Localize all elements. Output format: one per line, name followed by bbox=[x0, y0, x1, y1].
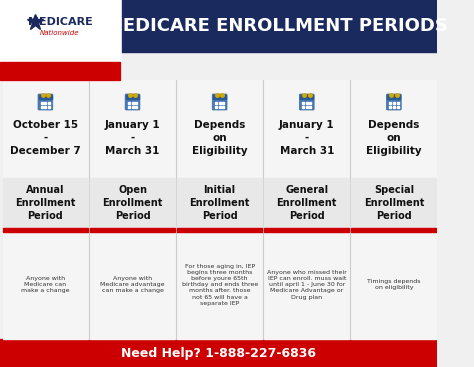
Text: Initial
Enrollment
Period: Initial Enrollment Period bbox=[190, 185, 250, 221]
Bar bbox=[3, 178, 88, 228]
FancyBboxPatch shape bbox=[38, 94, 53, 110]
Bar bbox=[39, 95, 52, 99]
Bar bbox=[0, 62, 120, 80]
Bar bbox=[177, 80, 262, 339]
Text: Nationwide: Nationwide bbox=[40, 30, 80, 36]
Text: MEDICARE ENROLLMENT PERIODS: MEDICARE ENROLLMENT PERIODS bbox=[105, 17, 448, 35]
Text: Need Help? 1-888-227-6836: Need Help? 1-888-227-6836 bbox=[121, 346, 316, 360]
Text: Special
Enrollment
Period: Special Enrollment Period bbox=[364, 185, 424, 221]
Bar bbox=[351, 80, 437, 339]
Bar bbox=[264, 228, 349, 232]
Bar bbox=[264, 178, 349, 228]
Text: General
Enrollment
Period: General Enrollment Period bbox=[276, 185, 337, 221]
Bar bbox=[90, 228, 175, 232]
Bar bbox=[301, 95, 313, 99]
Text: Anyone with
Medicare can
make a change: Anyone with Medicare can make a change bbox=[21, 276, 70, 293]
Bar bbox=[0, 0, 438, 52]
Bar bbox=[177, 178, 262, 228]
Text: Open
Enrollment
Period: Open Enrollment Period bbox=[102, 185, 163, 221]
Text: October 15
-
December 7: October 15 - December 7 bbox=[10, 120, 81, 156]
Bar bbox=[387, 95, 401, 99]
Text: Timings depends
on eligibility: Timings depends on eligibility bbox=[367, 279, 420, 290]
Text: For those aging in, IEP
begins three months
before youre 65th
birthday and ends : For those aging in, IEP begins three mon… bbox=[182, 264, 258, 306]
Bar bbox=[264, 80, 349, 339]
Bar bbox=[90, 80, 175, 339]
Text: Depends
on
Eligibility: Depends on Eligibility bbox=[192, 120, 247, 156]
Bar bbox=[3, 80, 88, 339]
Text: Depends
on
Eligibility: Depends on Eligibility bbox=[366, 120, 422, 156]
Bar bbox=[3, 228, 88, 232]
Bar bbox=[177, 228, 262, 232]
Bar bbox=[126, 95, 139, 99]
FancyBboxPatch shape bbox=[125, 94, 140, 110]
Bar bbox=[351, 178, 437, 228]
Text: January 1
-
March 31: January 1 - March 31 bbox=[105, 120, 160, 156]
Bar bbox=[213, 95, 226, 99]
FancyBboxPatch shape bbox=[212, 94, 227, 110]
FancyBboxPatch shape bbox=[386, 94, 401, 110]
Bar bbox=[351, 228, 437, 232]
Bar bbox=[90, 178, 175, 228]
FancyBboxPatch shape bbox=[0, 0, 122, 82]
Text: Annual
Enrollment
Period: Annual Enrollment Period bbox=[15, 185, 75, 221]
Text: Anyone with
Medicare advantage
can make a change: Anyone with Medicare advantage can make … bbox=[100, 276, 165, 293]
Text: Anyone who missed their
IEP can enroll. muss wait
until april 1 - June 30 for
Me: Anyone who missed their IEP can enroll. … bbox=[267, 270, 346, 299]
FancyBboxPatch shape bbox=[300, 94, 314, 110]
Text: MEDICARE: MEDICARE bbox=[27, 17, 92, 27]
Text: January 1
-
March 31: January 1 - March 31 bbox=[279, 120, 335, 156]
Bar bbox=[0, 339, 438, 367]
